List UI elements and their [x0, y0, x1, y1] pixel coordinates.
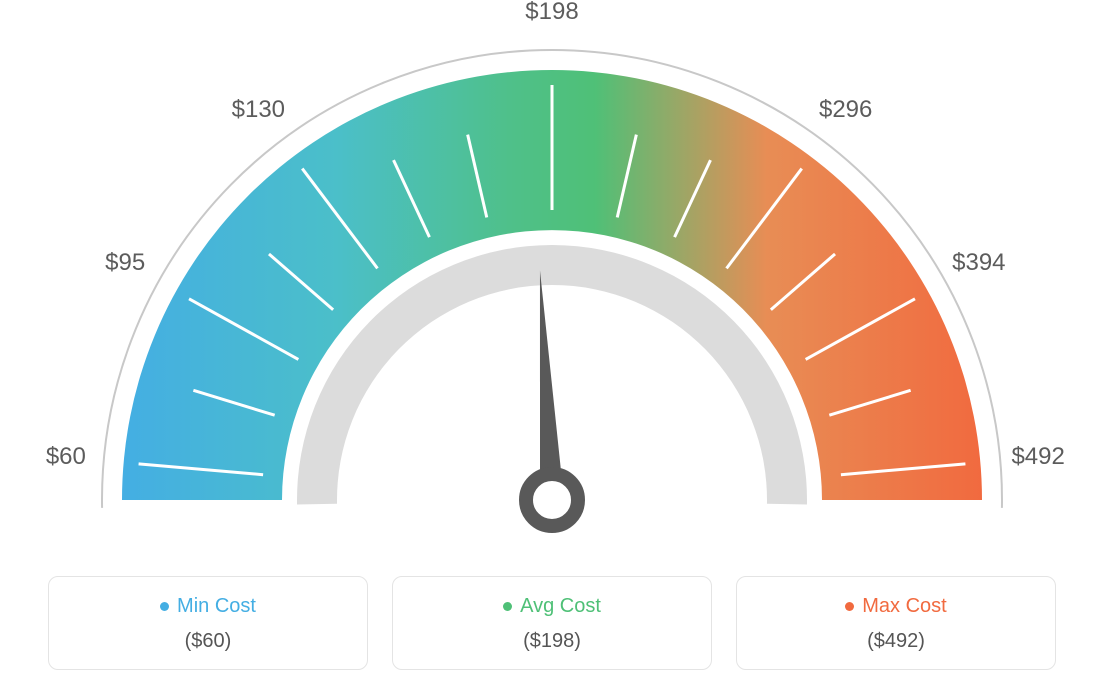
legend-title-avg: Avg Cost — [503, 595, 601, 618]
legend-card-max: Max Cost ($492) — [736, 576, 1056, 670]
gauge-tick-label: $296 — [819, 96, 872, 124]
gauge-svg — [0, 0, 1104, 560]
legend-title-text-avg: Avg Cost — [520, 595, 601, 618]
legend-title-text-min: Min Cost — [177, 595, 256, 618]
gauge-tick-label: $394 — [952, 249, 1005, 277]
legend-value-min: ($60) — [59, 630, 357, 653]
legend-title-max: Max Cost — [845, 595, 946, 618]
legend-dot-avg — [503, 602, 512, 611]
legend-value-max: ($492) — [747, 630, 1045, 653]
legend-row: Min Cost ($60) Avg Cost ($198) Max Cost … — [0, 576, 1104, 670]
legend-card-avg: Avg Cost ($198) — [392, 576, 712, 670]
gauge-chart: $60 $95 $130 $198 $296 $394 $492 — [0, 0, 1104, 560]
legend-dot-min — [160, 602, 169, 611]
gauge-tick-label: $60 — [46, 443, 86, 471]
legend-value-avg: ($198) — [403, 630, 701, 653]
legend-title-min: Min Cost — [160, 595, 256, 618]
gauge-tick-label: $95 — [105, 249, 145, 277]
legend-title-text-max: Max Cost — [862, 595, 946, 618]
gauge-tick-label: $130 — [232, 96, 285, 124]
gauge-tick-label: $492 — [1011, 443, 1064, 471]
legend-dot-max — [845, 602, 854, 611]
legend-card-min: Min Cost ($60) — [48, 576, 368, 670]
gauge-tick-label: $198 — [525, 0, 578, 26]
